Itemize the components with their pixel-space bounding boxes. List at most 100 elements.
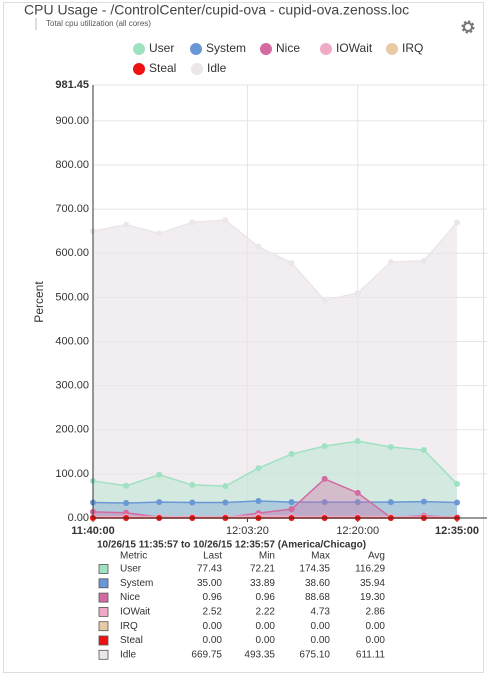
- data-point: [255, 497, 262, 504]
- legend-marker: [133, 43, 145, 55]
- range: 10/26/15 11:35:57 to 10/26/15 12:35:57 (…: [97, 540, 366, 551]
- legend-marker: [386, 43, 398, 55]
- data-point: [354, 289, 361, 296]
- table-header: Min: [259, 551, 275, 562]
- table-cell: 4.73: [311, 607, 331, 618]
- data-point: [387, 259, 394, 266]
- data-point: [387, 499, 394, 506]
- data-point: [189, 219, 196, 226]
- chart-title: CPU Usage - /ControlCenter/cupid-ova - c…: [24, 2, 409, 18]
- data-point: [354, 438, 361, 445]
- table-cell: 611.11: [356, 649, 386, 660]
- table-metric: Nice: [120, 592, 140, 603]
- table-cell: 116.29: [355, 564, 385, 575]
- table-cell: 0.00: [203, 621, 223, 632]
- legend-label: User: [149, 41, 174, 55]
- data-point: [255, 243, 262, 250]
- series-line: [92, 219, 458, 302]
- table-cell: 493.35: [244, 649, 275, 660]
- y-tick-label: 300.00: [55, 380, 89, 392]
- table-cell: 0.00: [311, 635, 331, 646]
- data-point: [321, 475, 328, 482]
- legend-swatch: [98, 564, 109, 574]
- legend-swatch: [98, 592, 109, 603]
- legend-marker: [191, 63, 203, 75]
- data-point: [288, 259, 295, 266]
- settings-icon[interactable]: [461, 20, 475, 34]
- data-point: [354, 499, 361, 506]
- table-cell: 19.30: [360, 592, 385, 603]
- table-cell: 675.10: [299, 649, 330, 660]
- data-point: [387, 443, 394, 450]
- y-tick-label: 0.00: [68, 512, 89, 524]
- y-tick-label: 600.00: [55, 247, 89, 259]
- data-point: [222, 499, 229, 506]
- series-area: [93, 500, 457, 518]
- data-point: [288, 451, 295, 458]
- data-point: [222, 483, 229, 490]
- data-point: [354, 489, 361, 496]
- data-point: [454, 219, 460, 226]
- table-cell: 77.43: [197, 564, 222, 575]
- series-area: [93, 478, 457, 518]
- data-point: [189, 499, 196, 506]
- legend-label: IRQ: [402, 41, 423, 55]
- data-point: [123, 499, 130, 506]
- table-cell: 2.22: [256, 607, 276, 618]
- table-cell: 0.96: [203, 592, 223, 603]
- legend-label: Idle: [207, 61, 227, 75]
- series-line: [92, 500, 458, 504]
- legend-marker: [320, 43, 332, 55]
- table-header: Last: [203, 551, 222, 562]
- table-metric: System: [120, 578, 153, 589]
- table-cell: 35.94: [360, 578, 385, 589]
- table-cell: 0.00: [311, 621, 331, 632]
- table-header: Metric: [120, 551, 147, 562]
- table-cell: 2.52: [203, 607, 223, 618]
- data-point: [255, 465, 262, 472]
- table-cell: 174.35: [299, 564, 330, 575]
- table-metric: User: [120, 564, 142, 575]
- table-metric: Steal: [120, 635, 143, 646]
- x-tick-label: 12:35:00: [435, 525, 479, 537]
- y-axis-label: Percent: [32, 281, 46, 323]
- table-cell: 0.00: [366, 621, 386, 632]
- table-cell: 2.86: [366, 607, 386, 618]
- x-tick-label: 12:20:00: [336, 525, 379, 537]
- data-point: [288, 499, 295, 506]
- table-metric: IRQ: [120, 621, 138, 632]
- table-cell: 0.00: [203, 635, 223, 646]
- table-cell: 0.00: [256, 621, 276, 632]
- y-tick-label: 800.00: [55, 159, 89, 171]
- table-cell: 72.21: [250, 564, 275, 575]
- data-point: [454, 480, 460, 487]
- data-point: [156, 499, 163, 506]
- y-tick-label: 400.00: [55, 335, 89, 347]
- data-point: [123, 221, 130, 228]
- table-cell: 88.68: [305, 592, 330, 603]
- table-cell: 669.75: [191, 649, 222, 660]
- data-point: [321, 297, 328, 304]
- data-point: [156, 230, 163, 237]
- legend-swatch: [98, 649, 109, 660]
- data-point: [321, 499, 328, 506]
- data-point: [454, 499, 460, 506]
- series-line: [93, 515, 458, 518]
- legend-label: System: [206, 41, 246, 55]
- legend-marker: [133, 63, 145, 75]
- chart-subtitle: Total cpu utilization (all cores): [46, 19, 151, 28]
- table-cell: 0.00: [366, 635, 386, 646]
- x-tick-label: 11:40:00: [71, 525, 114, 537]
- y-tick-label: 500.00: [55, 291, 89, 303]
- data-point: [321, 443, 328, 450]
- table-cell: 0.00: [256, 635, 276, 646]
- table-cell: 38.60: [305, 578, 330, 589]
- data-point: [420, 498, 427, 505]
- y-tick-label: 700.00: [55, 203, 89, 215]
- table-metric: Idle: [120, 649, 137, 660]
- table-header: Avg: [368, 551, 385, 562]
- legend-swatch: [98, 607, 109, 617]
- legend-label: Steal: [149, 61, 176, 75]
